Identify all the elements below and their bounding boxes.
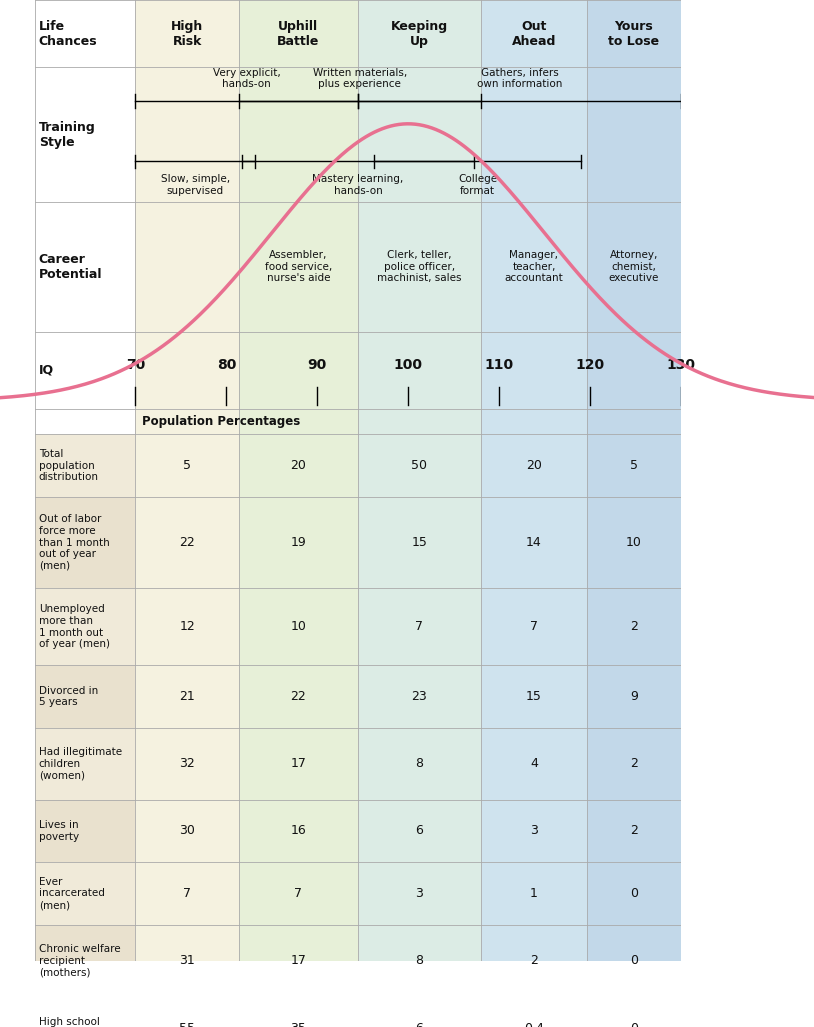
Text: 22: 22 bbox=[291, 690, 306, 702]
Text: Mastery learning,
hands-on: Mastery learning, hands-on bbox=[313, 174, 404, 195]
Text: Total
population
distribution: Total population distribution bbox=[39, 449, 98, 483]
Text: Out
Ahead: Out Ahead bbox=[512, 20, 556, 47]
Text: 15: 15 bbox=[411, 536, 427, 549]
Text: 8: 8 bbox=[415, 954, 423, 967]
Text: Attorney,
chemist,
executive: Attorney, chemist, executive bbox=[609, 251, 659, 283]
Text: 3: 3 bbox=[530, 825, 538, 837]
Text: 7: 7 bbox=[295, 887, 303, 900]
Text: Uphill
Battle: Uphill Battle bbox=[278, 20, 320, 47]
Text: 2: 2 bbox=[630, 620, 638, 634]
Text: Lives in
poverty: Lives in poverty bbox=[39, 821, 79, 842]
Text: 10: 10 bbox=[291, 620, 306, 634]
Text: Career
Potential: Career Potential bbox=[39, 253, 103, 280]
Text: Had illegitimate
children
(women): Had illegitimate children (women) bbox=[39, 747, 122, 781]
Text: 1: 1 bbox=[530, 887, 538, 900]
Text: 20: 20 bbox=[526, 459, 542, 472]
Text: High school
dropout: High school dropout bbox=[39, 1018, 99, 1027]
Text: 22: 22 bbox=[179, 536, 195, 549]
Text: 2: 2 bbox=[630, 825, 638, 837]
Text: 2: 2 bbox=[630, 757, 638, 770]
Text: 23: 23 bbox=[412, 690, 427, 702]
Text: Training
Style: Training Style bbox=[39, 120, 95, 149]
Text: 5: 5 bbox=[183, 459, 191, 472]
Bar bbox=[36, 434, 135, 1027]
Bar bbox=[36, 665, 135, 728]
Text: 6: 6 bbox=[415, 1022, 423, 1027]
Text: 16: 16 bbox=[291, 825, 306, 837]
Text: 17: 17 bbox=[291, 757, 306, 770]
Text: 70: 70 bbox=[126, 358, 145, 372]
Text: 6: 6 bbox=[415, 825, 423, 837]
Text: Chronic welfare
recipient
(mothers): Chronic welfare recipient (mothers) bbox=[39, 944, 120, 978]
Text: 35: 35 bbox=[291, 1022, 306, 1027]
Text: IQ: IQ bbox=[39, 364, 54, 377]
Text: Life
Chances: Life Chances bbox=[39, 20, 98, 47]
Text: 80: 80 bbox=[217, 358, 236, 372]
Bar bbox=[36, 924, 135, 997]
Text: 2: 2 bbox=[530, 954, 538, 967]
Text: 5: 5 bbox=[630, 459, 638, 472]
Text: Out of labor
force more
than 1 month
out of year
(men): Out of labor force more than 1 month out… bbox=[39, 515, 109, 571]
Text: Keeping
Up: Keeping Up bbox=[391, 20, 448, 47]
Text: 21: 21 bbox=[179, 690, 195, 702]
Text: 9: 9 bbox=[630, 690, 638, 702]
Bar bbox=[135, 0, 239, 1027]
Text: 90: 90 bbox=[308, 358, 327, 372]
Bar bbox=[36, 434, 135, 497]
Text: 32: 32 bbox=[179, 757, 195, 770]
Bar bbox=[36, 497, 135, 588]
Text: Ever
incarcerated
(men): Ever incarcerated (men) bbox=[39, 877, 104, 910]
Text: 0: 0 bbox=[630, 1022, 638, 1027]
Text: 0: 0 bbox=[630, 954, 638, 967]
Text: 15: 15 bbox=[526, 690, 542, 702]
Text: Clerk, teller,
police officer,
machinist, sales: Clerk, teller, police officer, machinist… bbox=[377, 251, 462, 283]
Bar bbox=[36, 728, 135, 800]
Text: 10: 10 bbox=[626, 536, 642, 549]
Text: 130: 130 bbox=[666, 358, 695, 372]
Text: 4: 4 bbox=[530, 757, 538, 770]
Text: 55: 55 bbox=[179, 1022, 195, 1027]
Text: Slow, simple,
supervised: Slow, simple, supervised bbox=[160, 174, 230, 195]
Text: 12: 12 bbox=[179, 620, 195, 634]
Text: 19: 19 bbox=[291, 536, 306, 549]
Text: 14: 14 bbox=[526, 536, 542, 549]
Text: 110: 110 bbox=[484, 358, 514, 372]
Text: Divorced in
5 years: Divorced in 5 years bbox=[39, 686, 98, 708]
Text: 7: 7 bbox=[530, 620, 538, 634]
Text: 120: 120 bbox=[575, 358, 605, 372]
Text: 7: 7 bbox=[183, 887, 191, 900]
Bar bbox=[36, 588, 135, 665]
Bar bbox=[36, 863, 135, 924]
Text: Unemployed
more than
1 month out
of year (men): Unemployed more than 1 month out of year… bbox=[39, 604, 110, 649]
Text: 0: 0 bbox=[630, 887, 638, 900]
Text: 20: 20 bbox=[291, 459, 306, 472]
Text: 30: 30 bbox=[179, 825, 195, 837]
Text: Yours
to Lose: Yours to Lose bbox=[608, 20, 659, 47]
Text: Population Percentages: Population Percentages bbox=[142, 415, 300, 428]
Text: 3: 3 bbox=[415, 887, 423, 900]
Bar bbox=[36, 997, 135, 1027]
Text: 50: 50 bbox=[411, 459, 427, 472]
Text: Assembler,
food service,
nurse's aide: Assembler, food service, nurse's aide bbox=[265, 251, 332, 283]
Text: College
format: College format bbox=[458, 174, 497, 195]
Bar bbox=[358, 0, 481, 1027]
Text: 0.4: 0.4 bbox=[524, 1022, 544, 1027]
Text: 100: 100 bbox=[394, 358, 422, 372]
Text: Manager,
teacher,
accountant: Manager, teacher, accountant bbox=[505, 251, 563, 283]
Text: 8: 8 bbox=[415, 757, 423, 770]
Text: High
Risk: High Risk bbox=[171, 20, 204, 47]
Text: Very explicit,
hands-on: Very explicit, hands-on bbox=[213, 68, 281, 89]
Text: Gathers, infers
own information: Gathers, infers own information bbox=[477, 68, 562, 89]
Bar bbox=[587, 0, 681, 1027]
Text: 17: 17 bbox=[291, 954, 306, 967]
Bar bbox=[36, 800, 135, 863]
Bar bbox=[481, 0, 587, 1027]
Text: 7: 7 bbox=[415, 620, 423, 634]
Text: 31: 31 bbox=[179, 954, 195, 967]
Text: Written materials,
plus experience: Written materials, plus experience bbox=[313, 68, 407, 89]
Bar bbox=[239, 0, 358, 1027]
